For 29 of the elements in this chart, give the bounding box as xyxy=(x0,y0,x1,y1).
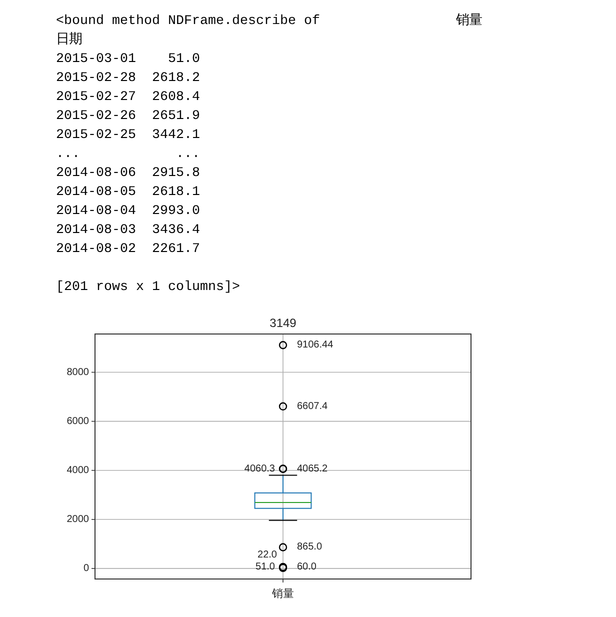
text: 2014-08-05 2618.1 xyxy=(56,184,201,202)
y-tick-label: 8000 xyxy=(66,366,90,378)
text: 2014-08-03 3436.4 xyxy=(56,222,201,240)
text: ... ... xyxy=(56,146,201,164)
value-label: 22.0 xyxy=(258,549,277,560)
text: 2014-08-06 2915.8 xyxy=(56,165,201,183)
y-tick-label: 0 xyxy=(83,562,90,574)
y-tick-label: 6000 xyxy=(66,416,90,427)
text: 2015-02-25 3442.1 xyxy=(56,127,201,145)
y-tick-label: 4000 xyxy=(66,464,90,476)
x-tick-label: 销量 xyxy=(271,588,294,600)
text: [201 rows x 1 columns]> xyxy=(56,279,241,297)
text: 2015-02-27 2608.4 xyxy=(56,89,201,107)
text: 2015-02-28 2618.2 xyxy=(56,70,201,88)
chart-title: 3149 xyxy=(270,316,297,330)
value-label: 4060.3 xyxy=(244,463,275,474)
value-label: 6607.4 xyxy=(297,400,328,412)
text: 2015-02-26 2651.9 xyxy=(56,108,201,126)
value-label: 9106.44 xyxy=(297,340,334,351)
value-label: 51.0 xyxy=(256,562,275,573)
y-tick-label: 2000 xyxy=(66,514,90,525)
text: 日期 xyxy=(56,31,83,50)
text: <bound method NDFrame.describe of 销量 xyxy=(56,12,482,31)
value-label: 4065.2 xyxy=(297,463,328,474)
value-label: 865.0 xyxy=(297,542,322,553)
value-label: 60.0 xyxy=(297,561,316,572)
text: 2015-03-01 51.0 xyxy=(56,51,201,69)
text: 2014-08-02 2261.7 xyxy=(56,241,201,259)
text: 2014-08-04 2993.0 xyxy=(56,203,201,221)
